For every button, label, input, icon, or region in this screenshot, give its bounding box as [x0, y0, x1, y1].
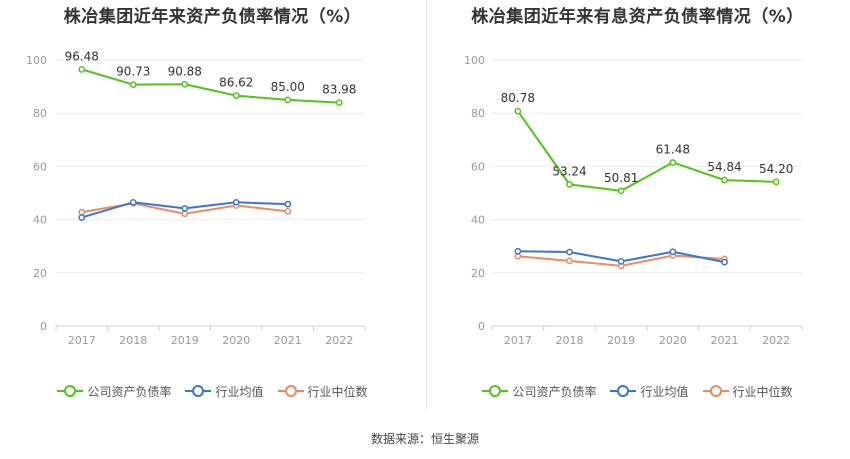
x-tick-label: 2020	[659, 334, 687, 347]
y-tick-label: 60	[471, 160, 485, 173]
x-tick-label: 2017	[504, 334, 532, 347]
chart-canvas: 0 20 40 60 80 100 2017 2018 2019 2020 2021 2022 96.4…	[26, 49, 366, 347]
y-tick-label: 20	[33, 267, 47, 280]
data-source-note: 数据来源：恒生聚源	[370, 432, 479, 446]
series-line	[81, 68, 340, 104]
y-tick-label: 60	[33, 160, 47, 173]
data-point	[284, 200, 292, 208]
data-point	[284, 208, 292, 215]
data-point	[617, 187, 625, 195]
data-point	[181, 205, 189, 212]
data-point	[617, 258, 625, 265]
data-label: 54.84	[707, 160, 741, 174]
legend-item[interactable]: 行业均值	[185, 382, 264, 400]
data-point	[129, 81, 137, 89]
legend-item[interactable]: 公司资产负债率	[482, 382, 596, 400]
data-point	[284, 96, 292, 104]
data-point	[232, 92, 240, 99]
data-point	[721, 176, 728, 184]
y-tick-label: 40	[33, 214, 47, 227]
x-tick-label: 2021	[711, 334, 739, 347]
x-tick-label: 2018	[119, 334, 147, 347]
legend-marker-icon	[57, 384, 84, 398]
data-point	[78, 66, 86, 73]
data-label: 90.88	[168, 64, 202, 78]
legend-marker-icon	[702, 384, 729, 398]
data-point	[721, 258, 728, 266]
x-tick-label: 2018	[556, 334, 584, 347]
legend-label: 行业均值	[640, 384, 689, 399]
legend-marker-icon	[482, 384, 509, 398]
x-tick-label: 2020	[222, 334, 250, 347]
chart-legend: 公司资产负债率 行业均值 行业中位数	[425, 382, 850, 400]
chart-panel-interest-debt-ratio: 株冶集团近年来有息资产负债率情况（%） 0 20 40 60 80 100 2017 2018…	[425, 0, 850, 420]
data-point	[335, 99, 343, 106]
y-tick-label: 20	[471, 267, 485, 280]
legend-marker-icon	[610, 384, 637, 398]
data-point	[772, 178, 780, 186]
data-label: 61.48	[656, 142, 690, 156]
data-label: 85.00	[271, 80, 305, 94]
data-label: 50.81	[604, 171, 638, 185]
data-label: 90.73	[116, 65, 150, 79]
legend-label: 行业均值	[215, 384, 264, 399]
x-tick-label: 2021	[274, 334, 302, 347]
data-point	[181, 80, 189, 88]
legend-item[interactable]: 行业中位数	[277, 382, 368, 400]
data-label: 96.48	[65, 49, 99, 63]
y-tick-label: 80	[33, 107, 47, 120]
legend-marker-icon	[277, 384, 304, 398]
data-label: 53.24	[552, 164, 586, 178]
legend-item[interactable]: 公司资产负债率	[57, 382, 171, 400]
x-tick-label: 2017	[68, 334, 96, 347]
data-point	[514, 247, 522, 255]
data-label: 80.78	[501, 91, 535, 105]
data-point	[78, 214, 86, 221]
x-tick-label: 2019	[171, 334, 199, 347]
data-point	[566, 248, 573, 256]
y-tick-label: 100	[26, 54, 47, 67]
x-tick-label: 2022	[762, 334, 790, 347]
legend-item[interactable]: 行业均值	[610, 382, 689, 400]
legend-label: 行业中位数	[732, 384, 793, 399]
chart-canvas: 0 20 40 60 80 100 2017 2018 2019 2020 2021 2022 80.7…	[464, 54, 803, 347]
data-point	[78, 208, 86, 216]
data-point	[181, 210, 189, 218]
legend-label: 公司资产负债率	[512, 384, 597, 399]
chart-panel-debt-ratio: 株冶集团近年来资产负债率情况（%） 0 20 40 60 80 100 2017 2018 20…	[0, 0, 425, 420]
legend-marker-icon	[185, 384, 212, 398]
legend-item[interactable]: 行业中位数	[702, 382, 793, 400]
y-tick-label: 0	[478, 320, 485, 333]
data-point	[566, 257, 573, 265]
chart-legend: 公司资产负债率 行业均值 行业中位数	[0, 382, 425, 400]
x-tick-label: 2019	[607, 334, 635, 347]
data-point	[514, 107, 522, 115]
panel-divider	[426, 0, 427, 410]
data-point	[566, 181, 573, 188]
data-point	[669, 159, 677, 166]
series-line	[517, 110, 777, 192]
data-label: 86.62	[219, 76, 253, 90]
y-tick-label: 0	[40, 320, 47, 333]
data-point	[669, 248, 677, 256]
x-tick-label: 2022	[325, 334, 353, 347]
chart-title: 株冶集团近年来资产负债率情况（%）	[63, 7, 362, 27]
chart-title: 株冶集团近年来有息资产负债率情况（%）	[471, 7, 804, 27]
y-tick-label: 100	[464, 54, 485, 67]
data-label: 54.20	[759, 162, 793, 176]
data-point	[129, 198, 137, 206]
y-tick-label: 80	[471, 107, 485, 120]
data-point	[232, 198, 240, 206]
legend-label: 公司资产负债率	[87, 384, 172, 399]
y-tick-label: 40	[471, 214, 485, 227]
legend-label: 行业中位数	[307, 384, 368, 399]
data-label: 83.98	[322, 83, 356, 97]
